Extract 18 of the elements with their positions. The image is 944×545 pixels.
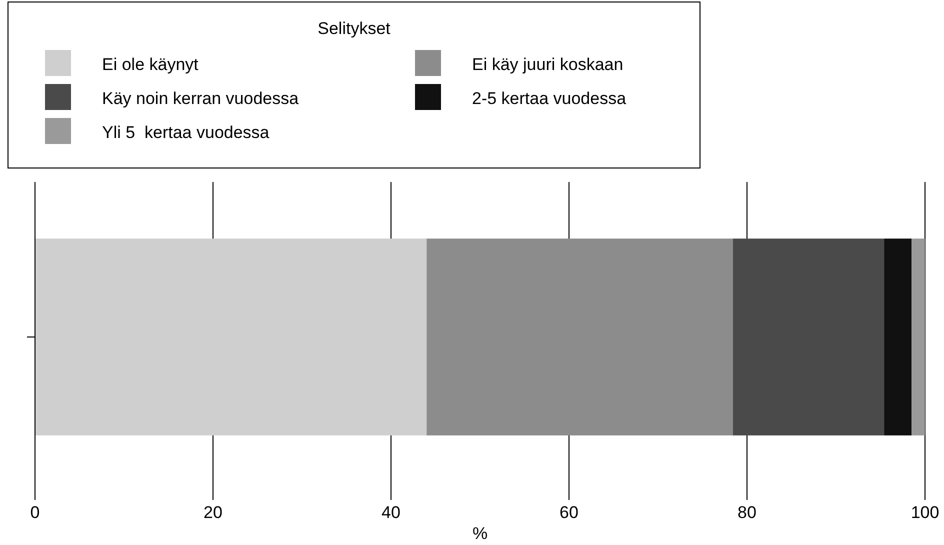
legend-label: Käy noin kerran vuodessa [102, 89, 300, 108]
bar [912, 238, 925, 436]
legend-label: Ei ole käynyt [102, 55, 199, 74]
x-tick-label: 100 [910, 503, 940, 522]
bar [426, 238, 733, 436]
x-tick-label: 0 [30, 503, 40, 522]
legend-label: 2-5 kertaa vuodessa [472, 89, 627, 108]
x-tick-label: 40 [382, 503, 400, 522]
x-tick-label: 60 [560, 503, 578, 522]
legend-title: Selitykset [318, 19, 391, 38]
x-tick-label: 20 [204, 503, 222, 522]
bar [732, 238, 884, 436]
bar [884, 238, 912, 436]
legend-label: Ei käy juuri koskaan [472, 55, 624, 74]
bar [35, 238, 427, 436]
x-tick-label: 80 [738, 503, 756, 522]
x-axis-title: % [472, 524, 488, 543]
legend-label: Yli 5 kertaa vuodessa [102, 123, 270, 142]
